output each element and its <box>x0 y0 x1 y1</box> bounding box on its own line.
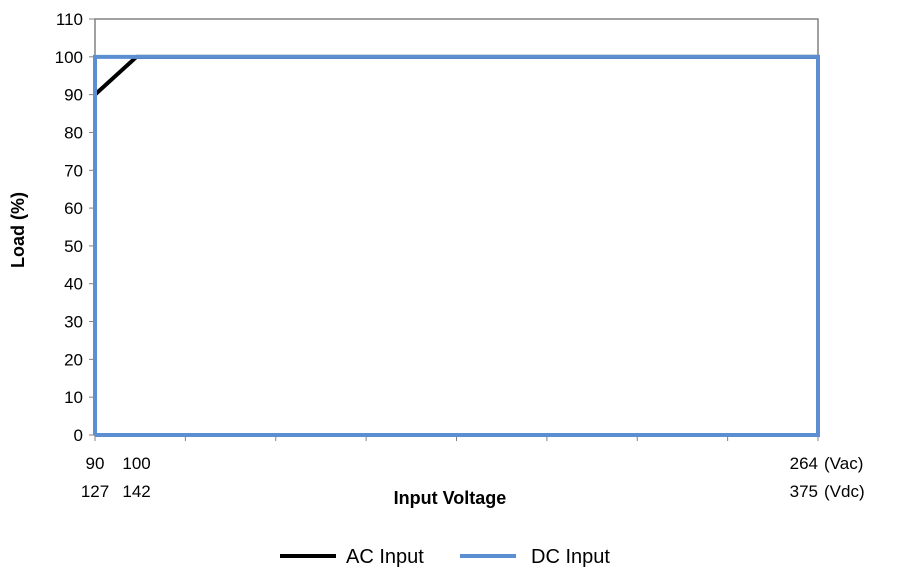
y-tick-label: 70 <box>64 161 83 180</box>
x-tick-label-vdc: 375 <box>790 482 818 501</box>
x-unit-label-vac: (Vac) <box>824 454 863 473</box>
x-tick-label-vac: 90 <box>86 454 105 473</box>
y-tick-label: 20 <box>64 350 83 369</box>
y-tick-label: 0 <box>74 426 83 445</box>
y-tick-label: 80 <box>64 123 83 142</box>
y-axis-title: Load (%) <box>8 192 28 268</box>
y-tick-label: 90 <box>64 86 83 105</box>
x-axis-title: Input Voltage <box>394 488 507 508</box>
x-tick-label-vdc: 127 <box>81 482 109 501</box>
legend-label-ac-input: AC Input <box>346 546 424 568</box>
y-tick-label: 40 <box>64 275 83 294</box>
y-tick-label: 100 <box>55 48 83 67</box>
y-tick-label: 50 <box>64 237 83 256</box>
y-tick-label: 30 <box>64 313 83 332</box>
series-line-dc-input <box>93 54 820 437</box>
plot-area <box>94 18 819 436</box>
x-tick-label-vac: 264 <box>790 454 818 473</box>
legend-label-dc-input: DC Input <box>531 546 610 568</box>
y-tick-label: 60 <box>64 199 83 218</box>
x-unit-label-vdc: (Vdc) <box>824 482 865 501</box>
y-tick-label: 110 <box>56 10 83 29</box>
series-line-ac-input <box>93 54 818 97</box>
x-tick-label-vac: 100 <box>122 454 150 473</box>
legend: AC Input DC Input <box>280 546 610 568</box>
x-tick-label-vdc: 142 <box>122 482 150 501</box>
y-tick-label: 10 <box>64 388 83 407</box>
